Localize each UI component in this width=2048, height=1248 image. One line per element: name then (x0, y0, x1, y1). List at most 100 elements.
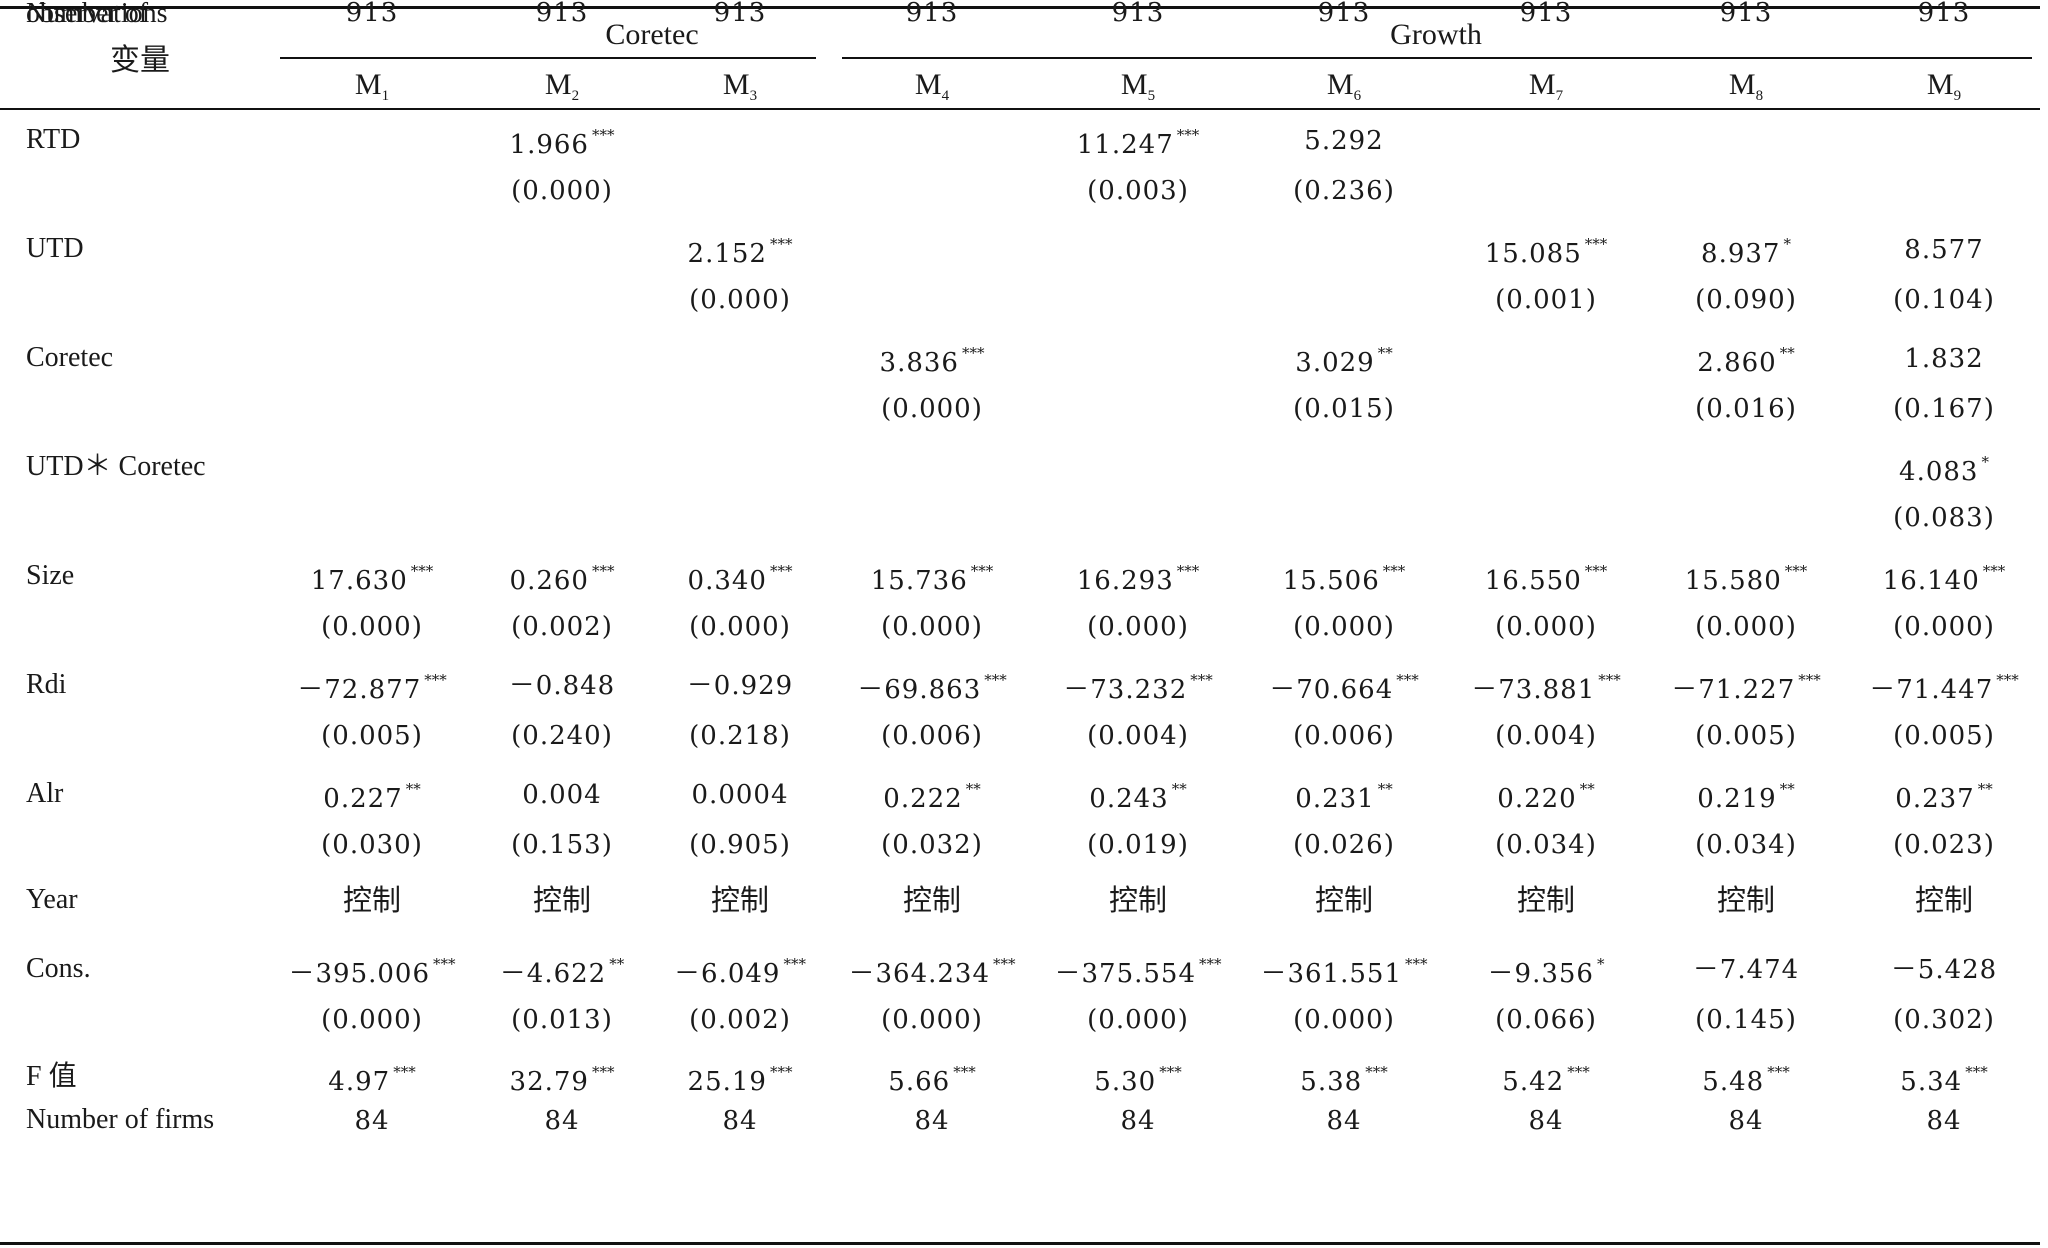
significance-stars: ** (1779, 344, 1795, 362)
significance-stars: *** (769, 1063, 793, 1081)
coefficient-value: 5.30 (1094, 1067, 1157, 1097)
count-cell: 913 (1111, 0, 1165, 28)
model-header-subscript: 9 (1953, 88, 1962, 104)
model-header-main: M (722, 68, 750, 101)
control-cell: 控制 (902, 883, 962, 917)
model-header-5: M5 (1121, 70, 1155, 104)
model-header-1: M1 (355, 70, 389, 104)
coefficient-value: 5.292 (1304, 126, 1384, 156)
p-value-cell: (0.302) (1893, 1005, 1995, 1035)
coefficient-cell: 0.231 ** (1295, 782, 1392, 813)
p-value-cell: (0.005) (1893, 721, 1995, 751)
coefficient-cell: 16.550 *** (1485, 564, 1607, 595)
p-value-cell: (0.030) (321, 830, 423, 860)
coefficient-cell: －70.664 *** (1269, 671, 1419, 705)
significance-stars: *** (984, 671, 1007, 689)
coefficient-value: －73.232 (1063, 675, 1188, 705)
p-value-cell: (0.905) (689, 830, 791, 860)
coefficient-value: －72.877 (297, 675, 422, 705)
coefficient-value: 8.577 (1904, 235, 1984, 265)
model-header-subscript: 6 (1353, 88, 1362, 104)
p-value-cell: (0.104) (1893, 285, 1995, 315)
model-header-main: M (354, 68, 382, 101)
significance-stars: *** (1396, 671, 1419, 689)
coefficient-cell: 0.0004 (692, 782, 789, 808)
coefficient-value: 8.937 (1701, 239, 1781, 269)
coefficient-cell: 5.292 (1304, 128, 1383, 154)
significance-stars: ** (1377, 344, 1393, 362)
p-value-cell: (0.004) (1495, 721, 1597, 751)
coefficient-cell: 15.506 *** (1283, 564, 1405, 595)
control-cell: 控制 (1914, 883, 1974, 917)
row-label: Year (26, 884, 78, 915)
coefficient-value: 2.152 (687, 239, 767, 269)
coefficient-cell: －69.863 *** (857, 671, 1007, 704)
model-header-main: M (1728, 68, 1756, 101)
control-cell: 控制 (1516, 883, 1576, 917)
count-cell: 913 (1519, 0, 1573, 28)
coefficient-value: 5.66 (888, 1067, 951, 1097)
coefficient-cell: 5.34 *** (1900, 1063, 1988, 1096)
growth-group-rule (842, 57, 2032, 59)
significance-stars: *** (1965, 1063, 1988, 1081)
count-cell: 84 (914, 1106, 950, 1136)
coefficient-value: 0.237 (1895, 784, 1975, 814)
significance-stars: *** (1996, 671, 2019, 689)
coefficient-cell: －73.232 *** (1063, 673, 1212, 705)
significance-stars: ** (1977, 780, 1993, 798)
significance-stars: ** (609, 955, 625, 973)
coefficient-cell: －5.428 (1891, 957, 1997, 983)
significance-stars: *** (410, 562, 434, 580)
coefficient-value: －71.447 (1869, 675, 1994, 705)
coefficient-cell: －4.622 ** (500, 955, 625, 988)
count-cell: 913 (535, 0, 589, 28)
significance-stars: * (1783, 235, 1791, 253)
p-value-cell: (0.004) (1087, 721, 1189, 751)
p-value-cell: (0.002) (511, 612, 613, 642)
coefficient-cell: －71.447 *** (1869, 671, 2019, 705)
count-cell: 84 (544, 1106, 580, 1136)
p-value-cell: (0.026) (1293, 830, 1395, 860)
control-cell: 控制 (1108, 883, 1168, 917)
control-cell: 控制 (342, 883, 402, 917)
coefficient-cell: －71.227 *** (1671, 671, 1821, 704)
p-value-cell: (0.000) (321, 1005, 423, 1035)
model-header-3: M3 (723, 70, 757, 104)
p-value-cell: (0.013) (511, 1005, 613, 1035)
coefficient-cell: 4.97 *** (328, 1065, 415, 1096)
p-value-cell: (0.023) (1893, 830, 1995, 860)
coefficient-value: 25.19 (687, 1067, 767, 1097)
p-value-cell: (0.090) (1695, 285, 1797, 315)
row-label: UTD＊ Coretec (26, 451, 206, 482)
count-cell: 913 (1719, 0, 1773, 28)
coefficient-cell: 16.140 *** (1883, 564, 2005, 595)
control-cell: 控制 (1716, 883, 1776, 917)
coefficient-cell: 8.937 * (1701, 235, 1791, 269)
p-value-cell: (0.236) (1293, 176, 1395, 206)
coefficient-value: 15.085 (1484, 239, 1582, 269)
coefficient-cell: －6.049 *** (674, 957, 806, 989)
coefficient-value: －6.049 (674, 959, 781, 989)
row-label: F 值 (26, 1061, 77, 1092)
coefficient-value: －0.848 (508, 671, 616, 701)
coefficient-value: 0.260 (509, 566, 589, 596)
p-value-cell: (0.000) (1495, 612, 1597, 642)
count-cell: 84 (1528, 1106, 1564, 1136)
row-label: Size (26, 560, 75, 591)
model-header-6: M6 (1327, 70, 1361, 104)
significance-stars: *** (1798, 671, 1821, 689)
significance-stars: ** (1579, 780, 1595, 798)
p-value-cell: (0.083) (1893, 503, 1995, 533)
model-header-subscript: 7 (1555, 88, 1564, 104)
count-cell: 84 (354, 1106, 390, 1136)
p-value-cell: (0.005) (321, 721, 423, 751)
coefficient-value: －7.474 (1692, 955, 1800, 985)
p-value-cell: (0.000) (881, 1005, 983, 1035)
p-value-cell: (0.000) (511, 176, 613, 206)
coefficient-value: 17.630 (310, 566, 408, 596)
model-header-main: M (1120, 68, 1148, 101)
significance-stars: *** (961, 344, 985, 362)
significance-stars: *** (591, 562, 615, 580)
count-cell: 84 (722, 1106, 758, 1136)
coefficient-value: －70.664 (1269, 675, 1394, 705)
